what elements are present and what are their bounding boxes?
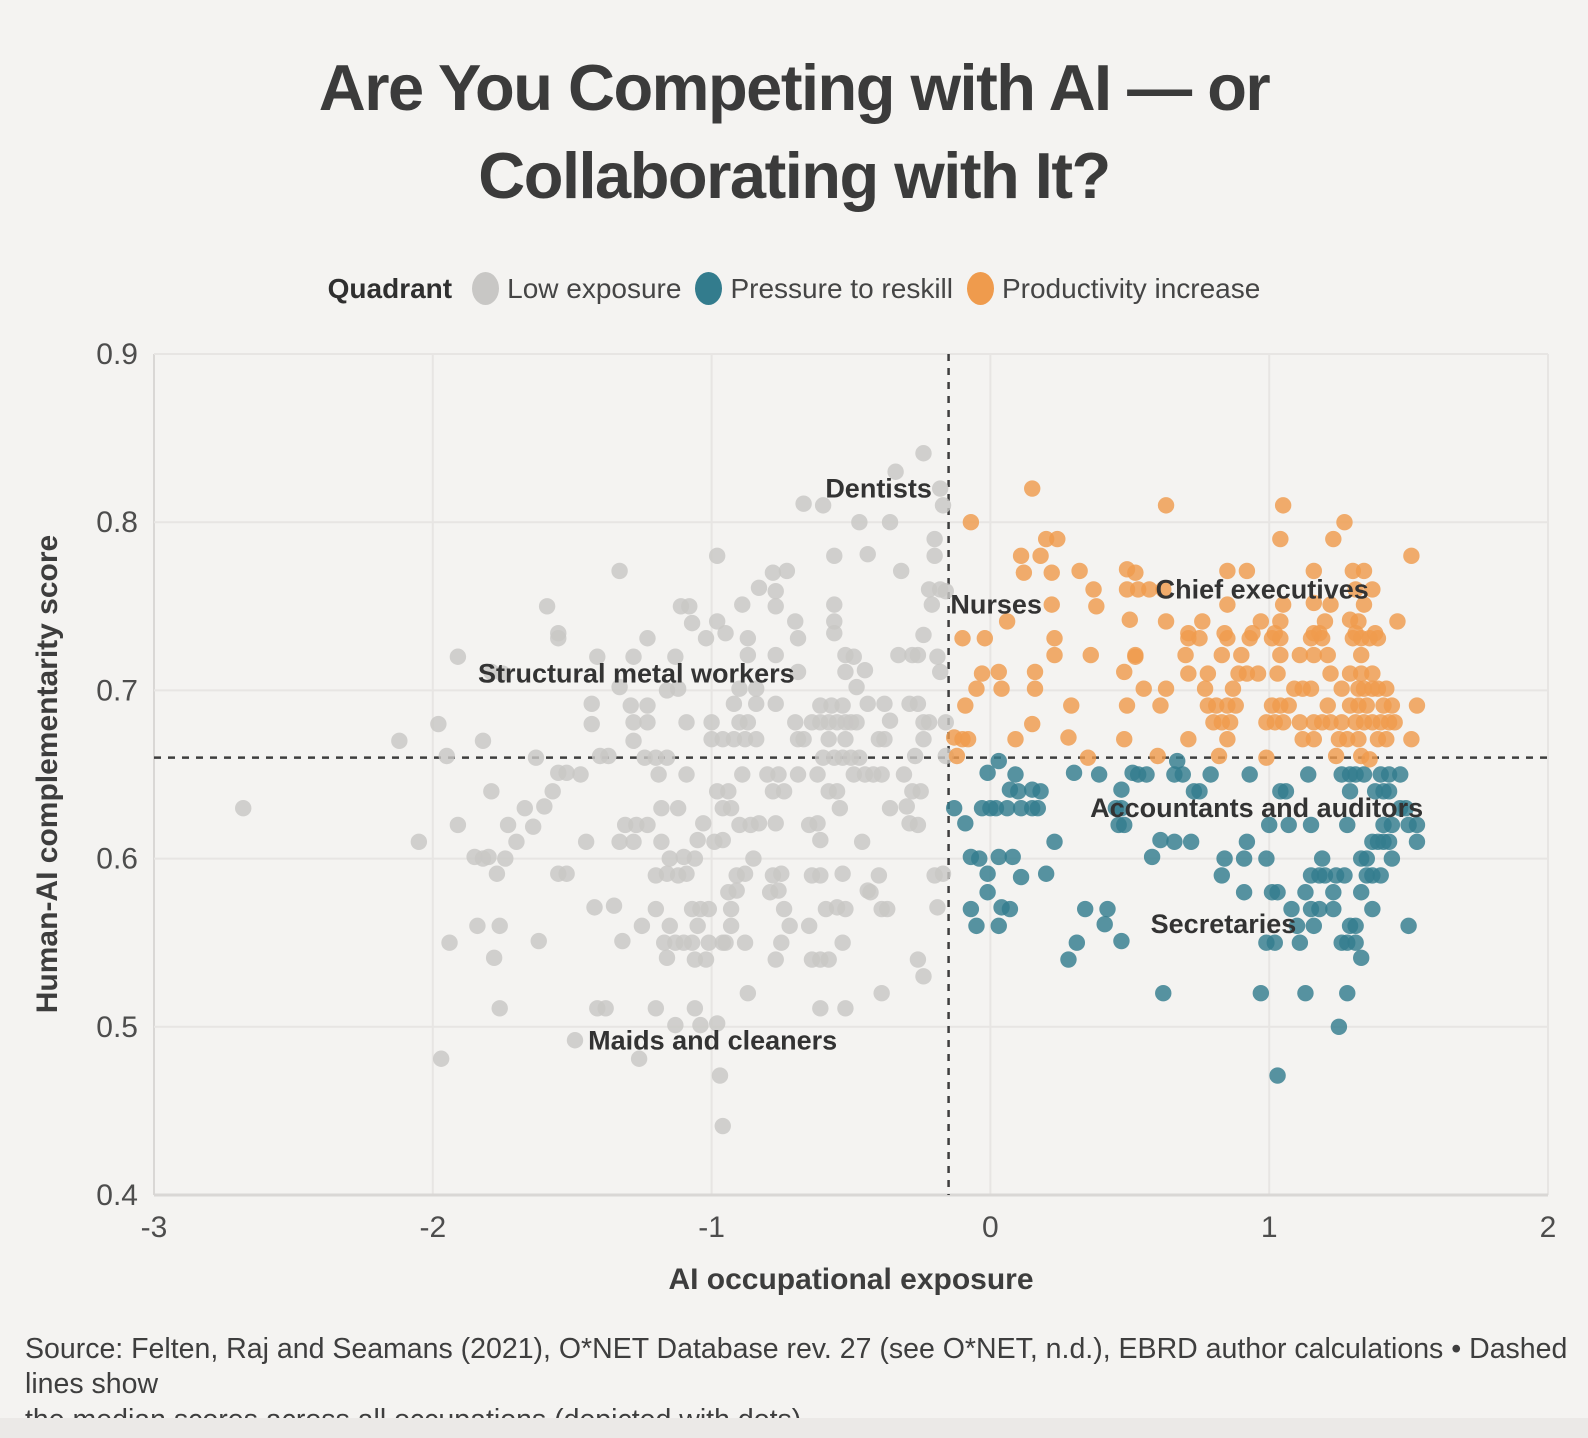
legend-item-productivity-increase: Productivity increase [966,272,1261,305]
y-tick-label: 0.6 [96,843,138,876]
x-tick-label: 1 [1261,1211,1278,1244]
x-tick-label: 0 [982,1211,999,1244]
chart-title-line2: Collaborating with It? [478,139,1111,213]
y-tick-label: 0.4 [96,1179,138,1212]
annotation-accountants-and-auditors: Accountants and auditors [1090,793,1423,823]
x-axis-title: AI occupational exposure [668,1263,1033,1296]
pressure-to-reskill-swatch-icon [695,272,723,305]
annotation-maids-and-cleaners: Maids and cleaners [588,1025,837,1055]
y-axis-title: Human-AI complementarity score [31,535,64,1013]
x-tick-label: -2 [419,1211,446,1244]
legend-item-pressure-to-reskill: Pressure to reskill [695,272,953,305]
y-tick-label: 0.8 [96,506,138,539]
legend-item-label: Productivity increase [1001,272,1261,304]
legend-item-label: Low exposure [507,272,682,304]
legend-item-label: Pressure to reskill [730,272,953,304]
median-dashed-lines [154,354,1548,1195]
legend-title: Quadrant [327,272,453,304]
x-tick-label: -1 [698,1211,725,1244]
low-exposure-swatch-icon [472,272,500,305]
annotation-structural-metal-workers: Structural metal workers [478,659,795,689]
y-tick-label: 0.7 [96,674,138,707]
occupation-annotations: Dentists Structural metal workers Nurses Ch… [478,474,1423,1056]
series-pressure-to-reskill [945,752,1426,1084]
bottom-strip [0,1418,1588,1438]
y-tick-label: 0.9 [96,338,138,371]
legend: Quadrant Low exposure Pressure to reskil… [0,272,1588,305]
legend-item-low-exposure: Low exposure [472,272,681,305]
axis-titles: AI occupational exposure Human-AI complem… [31,535,1034,1296]
y-tick-label: 0.5 [96,1011,138,1044]
series-productivity-increase [945,480,1426,768]
annotation-dentists: Dentists [825,474,932,504]
chart-title-line1: Are You Competing with AI — or [318,51,1271,124]
x-tick-label: -3 [141,1211,168,1244]
chart-title: Are You Competing with AI — or Collabora… [0,44,1588,221]
data-points [235,445,1426,1135]
axis-tick-labels: 0.4 0.5 0.6 0.7 0.8 0.9 -3 -2 -1 0 1 2 [96,338,1556,1244]
source-note-line1: Source: Felten, Raj and Seamans (2021), … [25,1333,1568,1401]
annotation-chief-executives: Chief executives [1156,574,1369,604]
x-tick-label: 2 [1540,1211,1557,1244]
annotation-secretaries: Secretaries [1151,909,1297,939]
annotation-nurses: Nurses [950,590,1042,620]
productivity-increase-swatch-icon [966,272,994,305]
